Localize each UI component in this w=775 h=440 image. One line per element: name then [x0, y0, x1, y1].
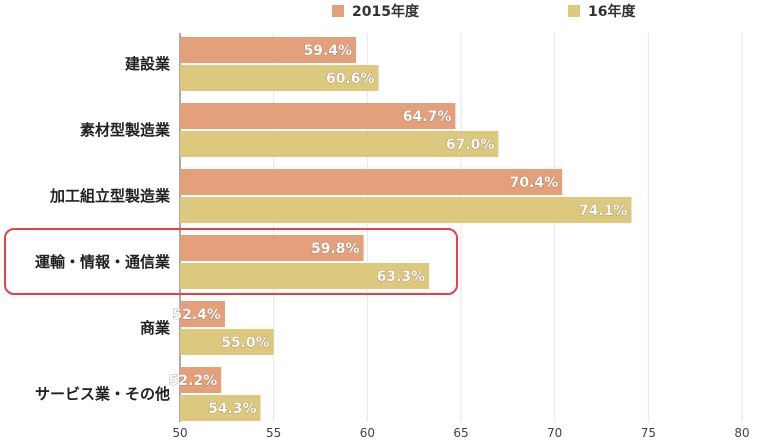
data-label: 64.7%	[403, 109, 452, 125]
x-tick-label: 50	[172, 426, 187, 440]
category-label-assembly-manufacturing: 加工組立型製造業	[49, 187, 170, 205]
bar-2015-4	[180, 301, 225, 327]
data-label: 70.4%	[510, 175, 559, 191]
category-label-construction: 建設業	[124, 55, 170, 73]
legend-label-2015: 2015年度	[352, 4, 419, 20]
x-tick-label: 55	[266, 426, 281, 440]
x-tick-label: 75	[641, 426, 656, 440]
data-label: 59.4%	[304, 43, 353, 59]
data-label: 52.4%	[172, 307, 221, 323]
bar-2015-1	[180, 103, 456, 129]
bar-16-4	[180, 329, 274, 355]
x-tick-label: 80	[734, 426, 749, 440]
data-label: 54.3%	[208, 401, 257, 417]
bar-2015-5	[180, 367, 222, 393]
legend-swatch-16	[568, 5, 580, 17]
legend-item-2015: 2015年度	[332, 0, 419, 22]
category-label-materials-manufacturing: 素材型製造業	[79, 121, 170, 139]
data-label: 60.6%	[326, 71, 375, 87]
category-label-commerce: 商業	[139, 319, 170, 337]
x-tick-label: 70	[547, 426, 562, 440]
legend-item-16: 16年度	[568, 0, 635, 22]
data-label: 74.1%	[579, 203, 628, 219]
bar-16-5	[180, 395, 261, 421]
data-label: 55.0%	[221, 335, 270, 351]
bar-2015-2	[180, 169, 563, 195]
bar-2015-3	[180, 235, 364, 261]
bar-16-3	[180, 263, 430, 289]
bar-2015-0	[180, 37, 357, 63]
bar-16-1	[180, 131, 499, 157]
data-label: 59.8%	[311, 241, 360, 257]
highlight-frame	[4, 228, 458, 295]
bar-16-0	[180, 65, 379, 91]
data-label: 52.2%	[169, 373, 218, 389]
category-label-transport-ict: 運輸・情報・通信業	[34, 253, 170, 271]
legend-label-16: 16年度	[588, 4, 636, 20]
data-label: 67.0%	[446, 137, 495, 153]
legend-swatch-2015	[332, 5, 344, 17]
category-label-services-other: サービス業・その他	[34, 385, 170, 403]
x-tick-label: 60	[360, 426, 375, 440]
data-label: 63.3%	[377, 269, 426, 285]
x-tick-label: 65	[453, 426, 468, 440]
bar-16-2	[180, 197, 632, 223]
